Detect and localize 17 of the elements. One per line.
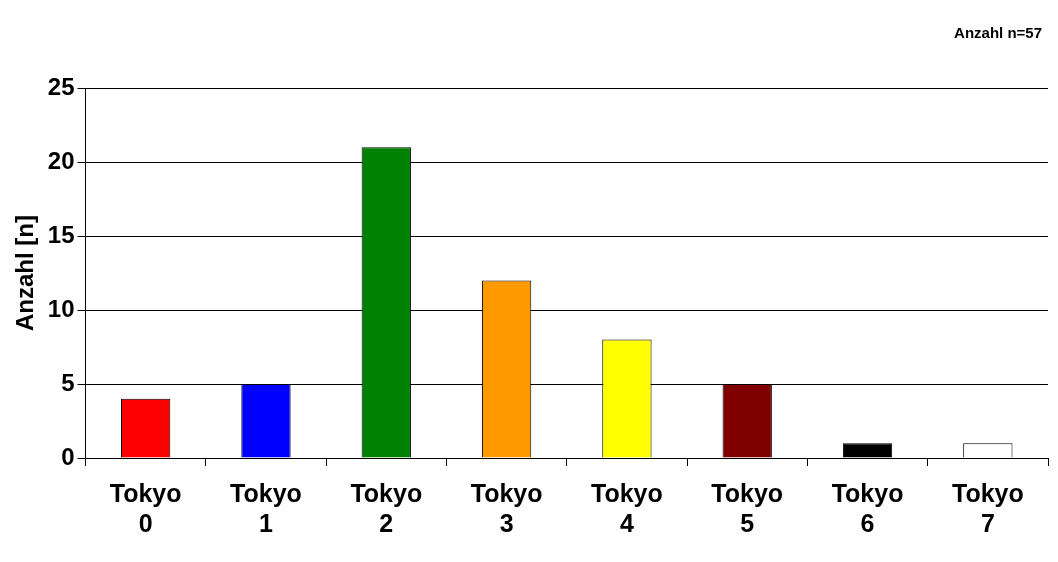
x-tick-label: Tokyo 5 [711, 478, 784, 537]
y-tick-label: 25 [47, 72, 75, 100]
y-axis-title: Anzahl [n] [11, 215, 39, 331]
x-tick-label: Tokyo 2 [350, 478, 423, 537]
y-tick-label: 0 [61, 442, 75, 470]
x-tick-label: Tokyo 1 [230, 478, 302, 537]
text: Anzahl n=57 [954, 23, 1042, 41]
x-tick-label: Tokyo 0 [109, 478, 182, 537]
x-tick-label: Tokyo 7 [951, 478, 1024, 537]
x-tick-label: Tokyo 4 [591, 478, 663, 537]
x-tick-label: Tokyo 3 [470, 478, 543, 537]
y-tick-label: 20 [47, 146, 75, 174]
y-tick-label: 10 [47, 294, 75, 322]
y-tick-label: 15 [47, 220, 75, 248]
x-tick-label: Tokyo 6 [831, 478, 904, 537]
bar [842, 443, 893, 458]
y-tick-label: 5 [61, 368, 75, 396]
